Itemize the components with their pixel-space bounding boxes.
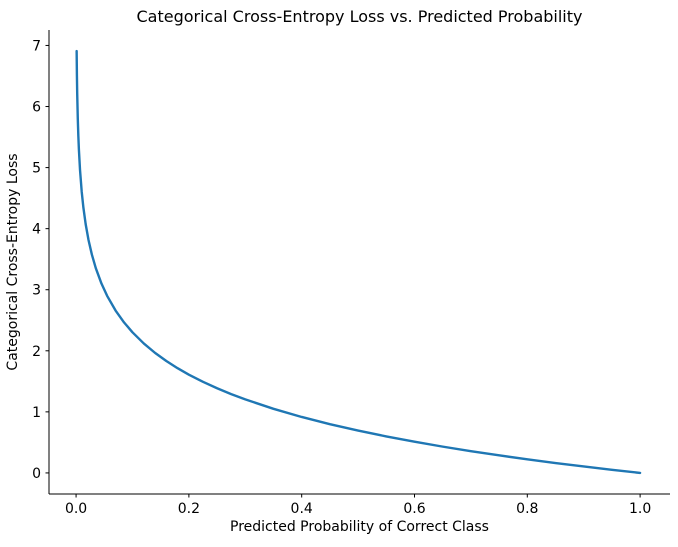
- y-axis-ticks: 0 1 2 3 4 5 6 7: [32, 38, 49, 482]
- y-tick-label: 3: [32, 283, 41, 299]
- x-tick-label: 0.8: [516, 501, 538, 517]
- x-tick-label: 0.6: [403, 501, 425, 517]
- y-tick-label: 4: [32, 222, 41, 238]
- x-tick-label: 1.0: [629, 501, 651, 517]
- chart-title: Categorical Cross-Entropy Loss vs. Predi…: [136, 7, 582, 26]
- y-tick-label: 5: [32, 161, 41, 177]
- x-axis-label: Predicted Probability of Correct Class: [230, 519, 489, 535]
- y-tick-label: 1: [32, 405, 41, 421]
- y-tick-label: 2: [32, 344, 41, 360]
- x-tick-label: 0.2: [178, 501, 200, 517]
- x-tick-label: 0.4: [291, 501, 313, 517]
- x-axis-ticks: 0.0 0.2 0.4 0.6 0.8 1.0: [65, 494, 651, 517]
- y-tick-label: 0: [32, 466, 41, 482]
- loss-curve: [75, 49, 642, 475]
- y-tick-label: 7: [32, 38, 41, 54]
- y-axis-label: Categorical Cross-Entropy Loss: [5, 153, 21, 370]
- y-tick-label: 6: [32, 100, 41, 116]
- x-tick-label: 0.0: [65, 501, 87, 517]
